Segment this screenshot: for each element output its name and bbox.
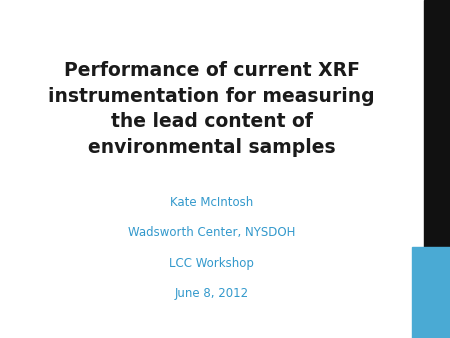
Text: LCC Workshop: LCC Workshop	[169, 257, 254, 270]
Text: Wadsworth Center, NYSDOH: Wadsworth Center, NYSDOH	[128, 226, 295, 239]
Text: Kate McIntosh: Kate McIntosh	[170, 196, 253, 209]
Bar	[412, 247, 450, 338]
Text: June 8, 2012: June 8, 2012	[175, 287, 248, 300]
Bar	[424, 0, 450, 338]
Text: Performance of current XRF
instrumentation for measuring
the lead content of
env: Performance of current XRF instrumentati…	[48, 61, 375, 157]
